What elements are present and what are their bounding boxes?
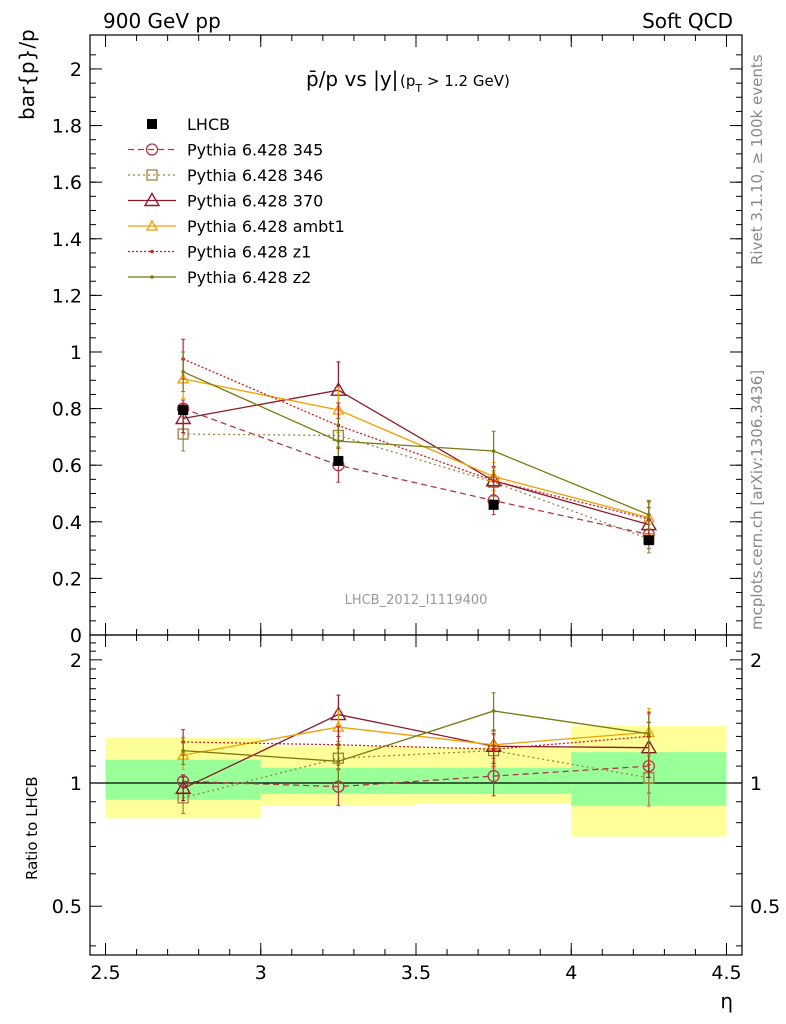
lhcb-data-point xyxy=(178,405,189,415)
legend-label: Pythia 6.428 346 xyxy=(187,166,323,185)
ratio-y-axis-label: Ratio to LHCB xyxy=(23,776,41,880)
series-line xyxy=(183,735,649,750)
series-line xyxy=(182,371,650,516)
ratio-y-tick-label: 0.5 xyxy=(52,896,82,918)
data-point xyxy=(336,439,341,443)
x-tick-label: 2.5 xyxy=(90,962,120,984)
data-point xyxy=(181,369,185,374)
legend-label: Pythia 6.428 z2 xyxy=(187,268,311,287)
legend-marker xyxy=(150,275,154,279)
series-p370 xyxy=(174,361,658,543)
series-line xyxy=(182,358,650,520)
legend-marker xyxy=(145,219,159,231)
x-tick-label: 3 xyxy=(255,962,267,984)
series-line xyxy=(182,749,649,799)
series-z2 xyxy=(181,692,651,784)
legend-entry: Pythia 6.428 z1 xyxy=(128,243,311,262)
ratio-y-tick-label-right: 2 xyxy=(750,650,762,672)
legend-label: Pythia 6.428 z1 xyxy=(187,243,311,262)
mcplots-label: mcplots.cern.ch [arXiv:1306.3436] xyxy=(748,370,766,630)
plot-title-sub-head: (p xyxy=(400,72,415,90)
y-tick-label: 1 xyxy=(70,342,82,364)
plot-title-sub-index: T xyxy=(414,82,422,95)
data-point xyxy=(174,780,192,795)
series-p345 xyxy=(176,399,656,550)
data-point xyxy=(647,512,651,517)
legend-entry: Pythia 6.428 z2 xyxy=(128,268,311,287)
legend-label: Pythia 6.428 345 xyxy=(187,141,323,160)
y-tick-label: 0.6 xyxy=(52,455,82,477)
data-point xyxy=(647,731,651,736)
series-line xyxy=(183,765,649,788)
series-line xyxy=(182,713,649,790)
lhcb-data-point xyxy=(488,499,499,510)
series-lhcb xyxy=(178,405,654,546)
x-tick-label: 4 xyxy=(565,962,577,984)
series-line xyxy=(183,433,650,540)
header-left: 900 GeV pp xyxy=(103,9,221,33)
analysis-watermark: LHCB_2012_I1119400 xyxy=(345,593,488,608)
y-axis-label: bar{p}/p xyxy=(15,29,39,120)
series-z1 xyxy=(181,338,651,537)
legend-label: Pythia 6.428 370 xyxy=(187,192,323,211)
data-point xyxy=(491,709,496,713)
header-right: Soft QCD xyxy=(642,9,733,33)
y-tick-label: 0.4 xyxy=(52,512,82,534)
data-point xyxy=(336,759,341,764)
plot-title: p̄/p vs |y| (pT > 1.2 GeV) xyxy=(306,67,510,95)
main-panel: 0 0.2 0.4 0.6 0.8 1 1.2 1.4 1.6 1.8 2 xyxy=(52,34,743,647)
data-point xyxy=(181,748,185,753)
series-line xyxy=(182,407,649,536)
legend-marker xyxy=(150,249,154,254)
y-tick-label: 0.2 xyxy=(52,568,82,590)
legend-entry: Pythia 6.428 345 xyxy=(128,141,323,160)
data-point xyxy=(491,478,496,483)
x-axis-label: η xyxy=(720,989,733,1013)
plot-title-main: p̄/p vs |y| xyxy=(306,67,398,91)
data-point xyxy=(174,410,192,425)
lhcb-data-point xyxy=(333,455,344,466)
y-tick-label: 1.4 xyxy=(52,229,82,251)
legend-label: Pythia 6.428 ambt1 xyxy=(187,217,345,236)
lhcb-data-point xyxy=(643,535,654,546)
legend-marker xyxy=(146,169,158,181)
ratio-y-tick-label: 1 xyxy=(70,773,82,795)
legend-entry: Pythia 6.428 ambt1 xyxy=(128,217,345,236)
x-tick-label: 3.5 xyxy=(401,962,431,984)
legend: LHCB Pythia 6.428 345 Pythia 6.428 346 Pyth… xyxy=(128,115,345,287)
legend-label: LHCB xyxy=(187,115,230,134)
plot-title-sub-tail: > 1.2 GeV) xyxy=(422,72,510,90)
series-z2 xyxy=(181,351,651,530)
legend-entry: LHCB xyxy=(147,115,230,134)
legend-marker xyxy=(147,119,157,129)
y-tick-label: 1.6 xyxy=(52,172,82,194)
series-p346 xyxy=(177,416,655,554)
series-line xyxy=(183,710,649,762)
y-tick-label: 0 xyxy=(70,625,82,647)
y-tick-label: 2 xyxy=(70,59,82,81)
legend-marker xyxy=(145,143,159,156)
data-point xyxy=(487,769,500,783)
rivet-label: Rivet 3.1.10, ≥ 100k events xyxy=(748,54,766,265)
x-tick-label: 4.5 xyxy=(711,962,741,984)
ratio-y-tick-label-right: 1 xyxy=(750,773,762,795)
plot-title-sub: (pT > 1.2 GeV) xyxy=(400,72,510,95)
ratio-panel: 2.5 3 3.5 4 4.5 0.5 0.5 1 1 2 2 xyxy=(52,634,780,984)
series-ambt1 xyxy=(177,358,655,536)
ratio-y-tick-label: 2 xyxy=(70,650,82,672)
ratio-y-tick-label-right: 0.5 xyxy=(750,896,780,918)
series-line xyxy=(183,389,650,526)
y-tick-label: 1.2 xyxy=(52,285,82,307)
data-point xyxy=(491,449,496,453)
y-tick-label: 1.8 xyxy=(52,116,82,138)
legend-entry: Pythia 6.428 370 xyxy=(128,192,323,211)
legend-marker xyxy=(143,192,161,207)
series-line xyxy=(183,378,650,519)
data-point xyxy=(491,747,496,751)
y-tick-label: 0.8 xyxy=(52,399,82,421)
legend-entry: Pythia 6.428 346 xyxy=(128,166,323,185)
